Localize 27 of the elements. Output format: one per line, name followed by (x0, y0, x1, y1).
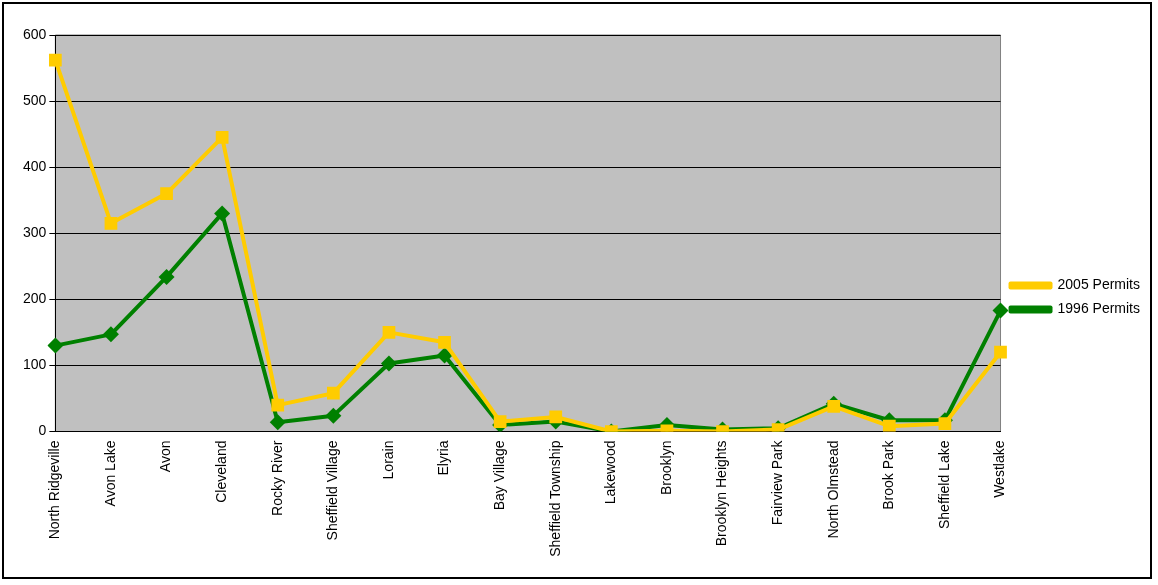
x-tick-label: Westlake (991, 440, 1008, 498)
y-tick-label: 100 (23, 356, 47, 373)
y-tick-label: 300 (23, 224, 47, 241)
y-tick-label: 200 (23, 290, 47, 307)
x-tick-label: Lorain (379, 440, 396, 480)
y-tick-label: 500 (23, 91, 47, 108)
x-tick-label: Bay Village (491, 440, 507, 511)
x-tick-label: Brooklyn (657, 440, 674, 495)
y-tick-label: 0 (38, 422, 47, 439)
legend-label: 2005 Permits (1057, 276, 1140, 293)
x-tick-label: Lakewood (602, 440, 619, 505)
x-tick-label: Avon Lake (101, 440, 118, 507)
x-tick-label: Fairview Park (768, 439, 785, 526)
y-tick-label: 400 (23, 158, 47, 175)
x-tick-label: Cleveland (213, 440, 230, 503)
legend-label: 1996 Permits (1057, 300, 1140, 317)
x-tick-label: Brooklyn Heights (713, 440, 730, 547)
x-tick-label: Sheffield Township (546, 440, 563, 557)
x-tick-label: Sheffield Lake (935, 440, 952, 529)
y-tick-label: 600 (23, 25, 47, 42)
x-tick-label: Rocky River (268, 440, 285, 516)
x-tick-label: Avon (157, 440, 174, 473)
x-tick-label: Sheffield Village (324, 440, 341, 541)
x-tick-label: North Olmstead (824, 440, 841, 539)
x-tick-label: Elyria (435, 440, 452, 476)
x-tick-label: Brook Park (880, 439, 897, 510)
x-tick-label: North Ridgeville (46, 440, 63, 540)
